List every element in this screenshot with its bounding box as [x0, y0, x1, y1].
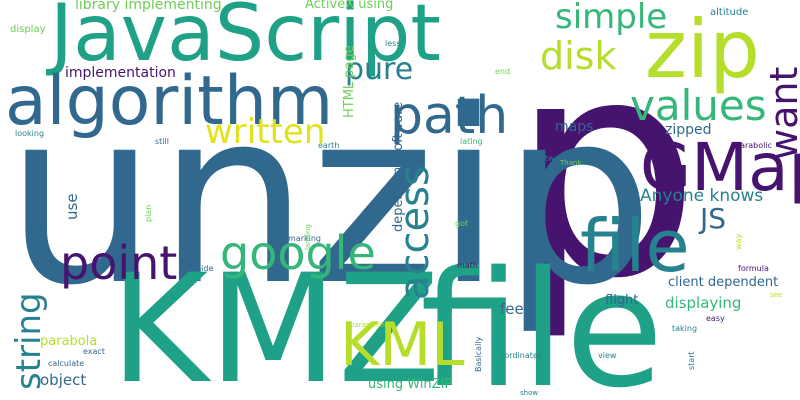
- cloud-word-anyone-knows: Anyone knows: [640, 186, 764, 206]
- cloud-word-taking: taking: [672, 324, 698, 333]
- cloud-word-parameter: parameter: [350, 321, 387, 329]
- cloud-word-kml: KML: [340, 310, 465, 380]
- cloud-word-less: less: [385, 39, 401, 48]
- cloud-word-way: way: [734, 233, 743, 250]
- cloud-word-two: two: [545, 154, 560, 163]
- cloud-word-start: start: [687, 351, 696, 370]
- cloud-word-display: display: [10, 24, 46, 35]
- cloud-word-disk: disk: [540, 34, 617, 78]
- cloud-word-activex-using: ActiveX using: [305, 0, 394, 12]
- cloud-word-client-dependent: client dependent: [668, 275, 779, 290]
- cloud-word-view: view: [598, 351, 617, 360]
- cloud-word-see: see: [770, 291, 783, 299]
- cloud-word-basically: Basically: [474, 336, 483, 372]
- cloud-word-displaying: displaying: [665, 294, 742, 312]
- cloud-word-js: JS: [700, 202, 727, 235]
- cloud-word-calculate: calculate: [48, 359, 85, 368]
- cloud-word-looking: looking: [15, 129, 45, 138]
- cloud-word-landing: landing: [304, 224, 312, 250]
- cloud-word-file: file: [580, 204, 690, 288]
- cloud-word-pure: pure: [345, 52, 414, 87]
- cloud-word-end: end: [495, 67, 511, 76]
- cloud-word-library-implementing: library implementing: [75, 0, 222, 13]
- cloud-word-side: side: [197, 264, 214, 273]
- cloud-word-plan: plan: [144, 204, 153, 222]
- cloud-word-parabola: parabola: [40, 334, 98, 349]
- cloud-word-earth: earth: [318, 141, 340, 150]
- cloud-word-zip: zip: [645, 3, 760, 96]
- cloud-word-parabolic: parabolic: [735, 141, 772, 150]
- cloud-word-object: object: [40, 371, 87, 389]
- cloud-word-javascript: JavaScript: [50, 0, 441, 79]
- cloud-word-formula: formula: [738, 264, 769, 273]
- cloud-word-using-winzip: using WinZIP: [368, 377, 453, 392]
- cloud-word-simple: simple: [555, 0, 668, 37]
- cloud-word-flight: flight: [605, 293, 639, 308]
- cloud-word-written: written: [205, 112, 326, 152]
- cloud-word-latlng: latlng: [460, 137, 483, 146]
- cloud-word-implementation: implementation: [65, 65, 176, 81]
- cloud-word-point: point: [60, 236, 178, 290]
- cloud-word-marking: marking: [288, 234, 321, 243]
- cloud-word-file: file: [420, 236, 664, 400]
- cloud-word-gmap: GMap: [640, 129, 800, 206]
- cloud-word-kmz: KMZ: [110, 243, 441, 400]
- cloud-word-path: path: [390, 86, 509, 146]
- cloud-word-easy: easy: [706, 314, 725, 323]
- cloud-word-html-page: HTML page: [342, 45, 357, 118]
- cloud-word-still: still: [155, 137, 169, 146]
- cloud-word-google: google: [220, 226, 376, 280]
- cloud-word-p: p: [510, 0, 701, 344]
- cloud-word-cordinates: cordinates: [500, 351, 542, 360]
- cloud-word-show: show: [520, 389, 539, 397]
- cloud-word-zipped: zipped: [665, 122, 712, 138]
- cloud-word-thank: Thank: [560, 159, 582, 167]
- cloud-word-math: math: [457, 261, 478, 270]
- cloud-word-exact: exact: [83, 347, 105, 356]
- cloud-word-use: use: [63, 193, 81, 220]
- cloud-word-maps: maps: [555, 119, 594, 135]
- cloud-word-dependent-software: dependent software: [391, 101, 406, 232]
- cloud-word-values: values: [630, 81, 767, 130]
- cloud-word-altitude: altitude: [710, 7, 749, 18]
- cloud-word-unzip: unzip: [5, 58, 655, 338]
- cloud-word-feed: feed: [500, 300, 534, 318]
- cloud-word-got: got: [455, 219, 469, 228]
- cloud-word-algorithm: algorithm: [5, 62, 334, 141]
